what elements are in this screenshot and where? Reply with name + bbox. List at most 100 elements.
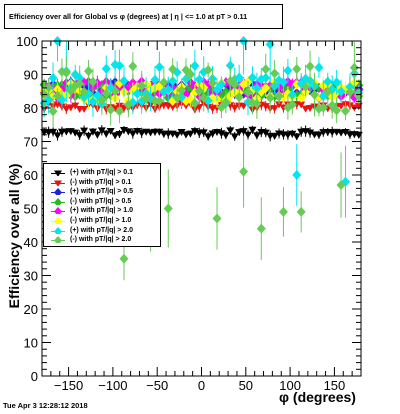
data-point <box>296 206 306 217</box>
data-point <box>128 130 137 138</box>
x-axis-title: φ (degrees) <box>279 389 356 405</box>
data-point <box>79 86 89 97</box>
legend-marker-shape <box>54 197 62 205</box>
legend-marker <box>51 207 65 215</box>
data-point <box>106 127 115 135</box>
data-point <box>332 105 342 116</box>
data-point <box>314 62 324 73</box>
data-point <box>88 76 98 87</box>
data-point <box>150 74 160 85</box>
data-point <box>221 132 230 140</box>
y-tick-label: 20 <box>24 302 38 317</box>
data-point <box>306 105 315 113</box>
data-point <box>53 132 62 140</box>
data-point <box>314 131 323 139</box>
legend-marker <box>51 197 65 205</box>
data-point <box>234 72 244 83</box>
data-point <box>133 127 142 135</box>
data-point <box>305 61 315 72</box>
legend-marker-shape <box>54 180 62 186</box>
data-point <box>115 106 125 117</box>
legend-entry: (+) with pT/|q| > 0.5 <box>44 187 160 196</box>
data-point <box>102 130 111 138</box>
y-tick-label: 0 <box>31 369 38 384</box>
y-tick-label: 80 <box>24 101 38 116</box>
data-point <box>261 64 271 75</box>
legend-entry: (-) with pT/|q| > 0.5 <box>44 197 160 206</box>
data-point <box>119 253 129 264</box>
data-point <box>336 180 346 191</box>
data-point <box>292 170 302 180</box>
data-point <box>84 132 93 140</box>
data-point <box>349 62 359 73</box>
data-point <box>75 78 85 89</box>
data-point <box>332 77 342 88</box>
data-point <box>66 85 76 96</box>
data-point <box>88 96 98 107</box>
legend-marker <box>51 226 65 234</box>
data-point <box>274 90 284 101</box>
data-point <box>53 90 63 101</box>
data-point <box>283 65 293 76</box>
legend-marker <box>51 180 65 186</box>
data-point <box>261 129 270 137</box>
legend-label: (-) with pT/|q| > 0.1 <box>70 178 132 186</box>
data-point <box>128 61 138 72</box>
data-point <box>234 92 244 103</box>
data-point <box>235 129 244 137</box>
data-point <box>194 85 204 96</box>
data-point <box>97 95 107 106</box>
x-tick-label: 100 <box>279 378 301 393</box>
legend-marker <box>51 217 65 224</box>
data-point <box>119 75 129 86</box>
data-point <box>75 132 84 140</box>
data-point <box>101 88 111 99</box>
data-point <box>173 131 182 139</box>
data-point <box>61 67 71 78</box>
data-point <box>172 92 182 103</box>
legend-label: (-) with pT/|q| > 2.0 <box>70 236 132 244</box>
data-point <box>163 203 173 214</box>
data-point <box>132 88 142 99</box>
data-point <box>137 129 146 137</box>
data-point <box>115 60 125 71</box>
data-point <box>243 87 253 98</box>
x-tick-label: −150 <box>54 378 83 393</box>
data-point <box>283 131 292 139</box>
data-point <box>270 105 279 113</box>
y-axis-title: Efficiency over all (%) <box>6 163 22 309</box>
data-point <box>265 92 275 103</box>
y-tick-label: 100 <box>16 34 38 49</box>
data-point <box>49 128 58 136</box>
data-point <box>230 104 239 112</box>
data-point <box>44 82 54 93</box>
timestamp: Tue Apr 3 12:28:12 2018 <box>3 401 88 410</box>
data-point <box>212 84 222 95</box>
data-point <box>62 105 71 113</box>
data-point <box>252 83 262 94</box>
data-point <box>66 104 75 112</box>
y-tick-label: 30 <box>24 269 38 284</box>
data-point <box>216 79 226 90</box>
legend-marker-shape <box>54 236 62 244</box>
data-point <box>168 103 177 111</box>
data-point <box>190 128 199 136</box>
legend-marker <box>51 170 65 176</box>
data-point <box>217 130 226 138</box>
data-point <box>84 66 94 77</box>
data-point <box>159 77 169 88</box>
data-point <box>292 133 301 141</box>
legend-entry: (+) with pT/|q| > 2.0 <box>44 226 160 235</box>
legend-marker <box>51 188 65 196</box>
data-point <box>278 206 288 217</box>
data-point <box>270 68 280 79</box>
data-point <box>261 103 270 111</box>
data-point <box>111 132 120 140</box>
data-point <box>101 63 111 74</box>
data-point <box>244 131 253 139</box>
legend-label: (-) with pT/|q| > 1.0 <box>70 217 132 224</box>
data-point <box>154 61 164 72</box>
legend: (+) with pT/|q| > 0.1 (-) with pT/|q| > 0… <box>43 163 161 247</box>
data-point <box>199 92 209 103</box>
data-point <box>239 128 248 136</box>
